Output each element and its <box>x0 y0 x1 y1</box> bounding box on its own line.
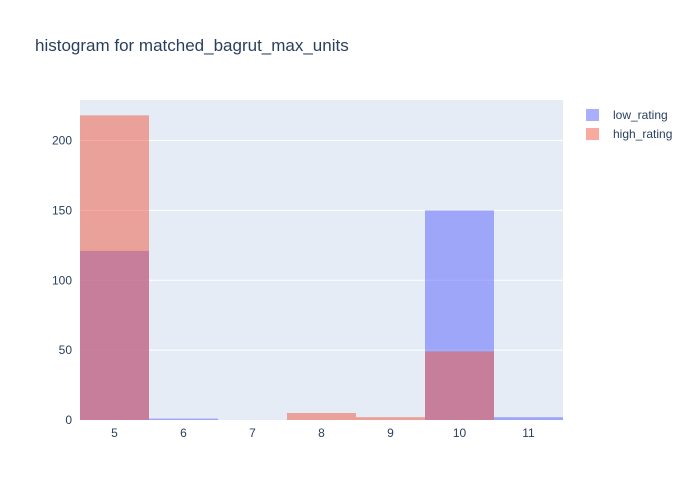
x-tick-label: 7 <box>249 426 256 440</box>
legend-swatch[interactable] <box>586 128 599 140</box>
y-tick-label: 0 <box>65 413 72 427</box>
series-high_rating[interactable] <box>80 115 494 420</box>
y-axis-ticks: 0 50 100 150 200 <box>52 134 72 427</box>
legend-label[interactable]: high_rating <box>613 127 672 141</box>
chart-title: histogram for matched_bagrut_max_units <box>35 36 349 55</box>
y-tick-label: 150 <box>52 203 72 217</box>
x-axis-ticks: 5 6 7 8 9 10 11 <box>111 426 535 440</box>
legend-swatch[interactable] <box>586 109 599 121</box>
legend-item-low_rating[interactable]: low_rating <box>586 108 668 122</box>
legend[interactable]: low_rating high_rating <box>586 108 672 141</box>
y-tick-label: 200 <box>52 134 72 148</box>
x-tick-label: 5 <box>111 426 118 440</box>
x-tick-label: 8 <box>318 426 325 440</box>
bar-high_rating-5[interactable] <box>80 115 149 420</box>
y-tick-label: 100 <box>52 273 72 287</box>
bar-high_rating-8[interactable] <box>287 413 356 420</box>
bar-low_rating-6[interactable] <box>149 418 218 420</box>
x-tick-label: 11 <box>522 426 535 440</box>
legend-item-high_rating[interactable]: high_rating <box>586 127 672 141</box>
x-tick-label: 9 <box>387 426 394 440</box>
y-tick-label: 50 <box>59 343 73 357</box>
bar-low_rating-11[interactable] <box>494 417 563 420</box>
legend-label[interactable]: low_rating <box>613 108 668 122</box>
bar-high_rating-10[interactable] <box>425 351 494 420</box>
bar-high_rating-9[interactable] <box>356 417 425 420</box>
x-tick-label: 6 <box>180 426 187 440</box>
bars[interactable] <box>80 115 563 420</box>
x-tick-label: 10 <box>453 426 467 440</box>
